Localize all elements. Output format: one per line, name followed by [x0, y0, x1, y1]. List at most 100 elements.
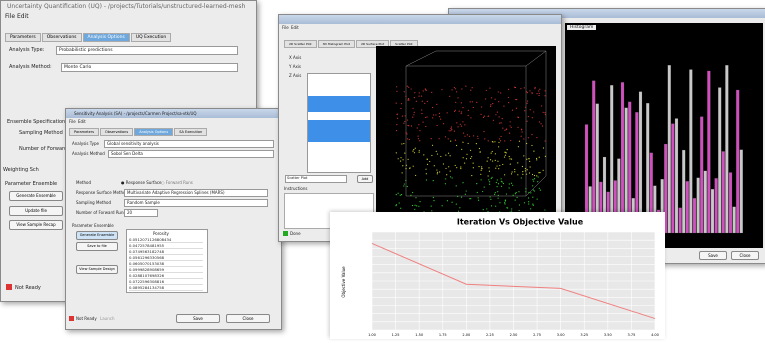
table-cell: 0.0561296330568 [129, 255, 203, 261]
button[interactable]: Close [226, 314, 270, 323]
dropdown[interactable]: Sobol Sen Delta [108, 150, 274, 158]
x-tick-label: 3.75 [628, 333, 636, 337]
scatter-dot [417, 138, 419, 140]
button[interactable]: Add [357, 175, 373, 183]
chart: Iteration Vs Objective Value Objective V… [341, 218, 659, 338]
menu[interactable]: Edit [17, 13, 29, 20]
scatter-dot [436, 153, 439, 155]
button[interactable]: Close [731, 251, 759, 260]
scatter-dot [401, 172, 403, 174]
dropdown[interactable]: Monte Carlo [61, 63, 238, 72]
scatter-dot [400, 103, 403, 105]
dropdown[interactable]: Multivariate Adaptive Regression Splines… [124, 189, 268, 197]
scatter-dot [533, 174, 536, 177]
scatter-dot [435, 114, 437, 116]
scatter-dot [496, 179, 498, 181]
menu[interactable]: Edit [291, 25, 299, 30]
scatter-dot [485, 89, 487, 92]
scatter-dot [518, 191, 520, 193]
tab[interactable]: Parameters [5, 33, 41, 42]
scatter-dot [396, 113, 398, 115]
scatter-dot [430, 205, 432, 207]
scatter-dot [517, 126, 519, 128]
scatter-dot [476, 101, 478, 103]
button[interactable]: Generate Ensemble [9, 191, 63, 201]
scatter-dot [514, 86, 517, 89]
button[interactable]: Launch [100, 316, 115, 321]
tab[interactable]: Observations [100, 128, 134, 136]
table-cell: 0.0999828908659 [129, 267, 203, 273]
scatter-dot [518, 204, 521, 206]
histogram-bar [703, 170, 707, 234]
tab[interactable]: Histogram [567, 25, 597, 30]
input[interactable]: 20 [124, 209, 158, 217]
scatter-dot [504, 174, 506, 176]
radio[interactable]: ● Response Surface [121, 180, 162, 185]
list[interactable] [307, 73, 371, 173]
scatter-dot [491, 160, 494, 162]
tab[interactable]: Analysis Options [134, 128, 174, 136]
scatter-dot [504, 203, 506, 205]
tab[interactable]: 3D Histogram Plot [317, 40, 355, 48]
tab[interactable]: Analysis Options [82, 33, 130, 42]
x-tick-label: 2.50 [510, 333, 518, 337]
scatter-dot [466, 134, 469, 136]
scatter-dot [431, 144, 434, 146]
scatter-dot [401, 115, 403, 117]
menu[interactable]: Edit [78, 119, 86, 124]
button[interactable]: View Sample Recap [9, 220, 63, 230]
menu[interactable]: File [5, 13, 16, 20]
scatter-dot [412, 150, 414, 152]
scatter-dot [396, 86, 398, 88]
scatter-dot [402, 165, 404, 167]
tab[interactable]: SA Execution [174, 128, 208, 136]
button[interactable]: Generate Ensemble [76, 231, 118, 240]
scatter-dot [436, 171, 439, 173]
tab[interactable]: UQ Execution [130, 33, 172, 42]
scatter-window: File Edit 2D Scatter Plot 3D Histogram Pl… [278, 14, 562, 242]
button[interactable]: Save to file [76, 242, 118, 251]
scatter-dot [495, 114, 497, 116]
label: Instructions [284, 186, 308, 191]
scatter-dot [515, 107, 518, 109]
label: Z Axis [289, 73, 302, 78]
dropdown[interactable]: Random Sample [124, 199, 268, 207]
menu[interactable]: File [69, 119, 76, 124]
scatter-dot [439, 116, 441, 118]
scatter-dot [527, 137, 529, 139]
button[interactable]: View Sample Design [76, 265, 118, 274]
scatter-dot [464, 135, 466, 137]
button[interactable]: Update file [9, 206, 63, 216]
tab[interactable]: Observations [41, 33, 82, 42]
scatter-dot [486, 208, 488, 210]
scatter-dot [532, 203, 534, 205]
scatter-dot [479, 151, 481, 153]
histogram-bar [610, 85, 614, 234]
scatter-dot [448, 166, 450, 168]
tab[interactable]: 2D Scatter Plot [284, 40, 317, 48]
x-tick-label: 1.00 [368, 333, 376, 337]
input[interactable]: Scatter Plot [285, 175, 347, 183]
button[interactable]: Save [699, 251, 727, 260]
tab[interactable]: Parameters [69, 128, 100, 136]
scatter-dot [532, 180, 535, 182]
button[interactable]: Save [176, 314, 220, 323]
menu[interactable]: File [282, 25, 289, 30]
scatter-dot [524, 110, 526, 112]
scatter-dot [510, 139, 512, 142]
scatter-dot [461, 111, 463, 113]
scatter-dot [413, 152, 416, 154]
scatter-dot [503, 105, 505, 107]
radio[interactable]: ○ Forward Runs [161, 180, 193, 185]
dropdown[interactable]: Probabilistic predictions [56, 46, 238, 55]
scatter-decoration [395, 50, 547, 217]
tab[interactable]: 2D Surface Plot [355, 40, 390, 48]
scatter-dot [498, 101, 500, 103]
scatter-dot [500, 178, 502, 180]
dropdown[interactable]: Global sensitivity analysis [104, 140, 274, 148]
scatter-dot [541, 125, 544, 127]
scatter-dot [423, 154, 425, 156]
scatter-dot [528, 172, 531, 174]
histogram-decoration [584, 65, 743, 234]
